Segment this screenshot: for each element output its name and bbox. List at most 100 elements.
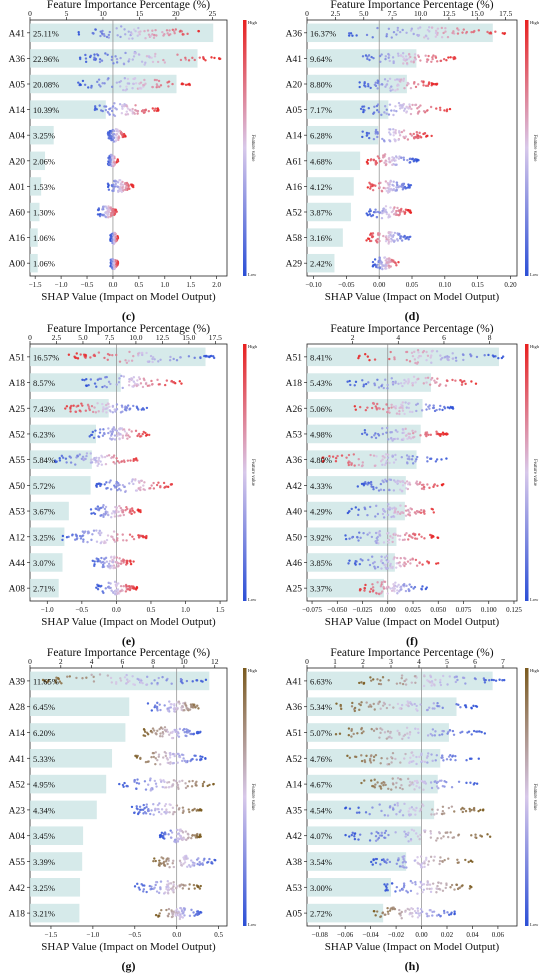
colorbar-low-label: Low xyxy=(248,922,257,927)
shap-dot xyxy=(366,406,369,409)
shap-dot xyxy=(385,737,389,740)
shap-dot xyxy=(182,884,186,887)
shap-dot xyxy=(104,205,107,208)
shap-dot xyxy=(173,710,176,713)
shap-dot xyxy=(124,434,128,437)
shap-dot xyxy=(375,407,378,410)
shap-dot xyxy=(426,880,429,883)
shap-dot xyxy=(426,679,429,682)
shap-dot xyxy=(168,803,171,806)
shap-dot xyxy=(418,837,421,841)
shap-dot xyxy=(102,512,106,516)
shap-dot xyxy=(108,405,111,408)
shap-dot xyxy=(142,812,145,815)
shap-dot xyxy=(142,488,145,491)
shap-dot xyxy=(412,32,415,36)
shap-dot xyxy=(393,511,397,514)
shap-dot xyxy=(344,833,347,837)
shap-dot xyxy=(118,360,122,363)
shap-dot xyxy=(417,533,421,536)
shap-dot xyxy=(403,533,407,537)
shap-dot xyxy=(398,733,401,736)
x-axis-label: SHAP Value (Impact on Model Output) xyxy=(325,291,500,303)
shap-dot xyxy=(401,409,405,412)
shap-tick-label: −0.04 xyxy=(363,931,380,939)
shap-dot xyxy=(92,529,96,532)
shap-dot xyxy=(100,463,104,466)
shap-dot xyxy=(390,882,394,885)
shap-dot xyxy=(195,784,198,787)
shap-dot xyxy=(441,756,444,759)
shap-dot xyxy=(348,559,351,562)
shap-dot xyxy=(116,488,119,492)
shap-dot xyxy=(61,456,65,459)
shap-dot xyxy=(381,137,384,141)
shap-dot xyxy=(389,128,392,131)
shap-dot xyxy=(434,759,437,762)
importance-value-label: 6.63% xyxy=(310,676,332,686)
shap-dot xyxy=(172,910,175,913)
shap-dot xyxy=(213,56,216,60)
shap-dot xyxy=(130,378,134,381)
importance-bar xyxy=(30,749,113,768)
chart-title: Feature Importance Percentage (%) xyxy=(47,323,210,335)
shap-dot xyxy=(157,360,160,363)
shap-dot xyxy=(386,453,390,456)
shap-dot xyxy=(183,861,187,864)
shap-dot xyxy=(133,112,137,115)
shap-dot xyxy=(370,55,373,59)
shap-dot xyxy=(422,888,425,892)
shap-dot xyxy=(415,480,419,483)
shap-dot xyxy=(436,432,440,435)
shap-dot xyxy=(414,460,417,463)
shap-dot xyxy=(97,558,100,561)
shap-dot xyxy=(344,537,348,541)
shap-dot xyxy=(175,908,179,911)
shap-dot xyxy=(395,209,398,213)
x-axis-label: SHAP Value (Impact on Model Output) xyxy=(41,616,216,628)
shap-dot xyxy=(351,831,354,835)
shap-dot xyxy=(434,730,437,733)
shap-dot xyxy=(157,383,160,386)
shap-dot xyxy=(390,109,393,112)
shap-dot xyxy=(145,890,148,894)
shap-dot xyxy=(119,189,122,192)
importance-value-label: 3.45% xyxy=(33,831,55,841)
shap-dot xyxy=(404,557,407,560)
shap-dot xyxy=(390,187,393,191)
shap-dot xyxy=(119,25,123,28)
shap-dot xyxy=(423,781,426,785)
shap-dot xyxy=(166,730,170,734)
shap-tick-label: 0.125 xyxy=(506,606,522,614)
shap-dot xyxy=(374,753,378,757)
shap-dot xyxy=(350,735,353,738)
shap-dot xyxy=(388,181,392,184)
shap-dot xyxy=(350,705,354,708)
shap-dot xyxy=(406,833,409,837)
shap-dot xyxy=(436,536,439,539)
shap-dot xyxy=(163,704,166,707)
shap-dot xyxy=(183,731,186,734)
shap-dot xyxy=(449,758,452,761)
shap-dot xyxy=(114,682,118,685)
shap-dot xyxy=(112,262,116,265)
shap-dot xyxy=(201,782,205,786)
shap-dot xyxy=(143,535,146,539)
shap-dot xyxy=(389,907,393,910)
shap-dot xyxy=(433,734,437,737)
shap-dot xyxy=(185,679,189,683)
shap-dot xyxy=(129,562,133,566)
shap-dot xyxy=(373,567,377,570)
shap-dot xyxy=(146,760,149,763)
shap-dot xyxy=(128,58,131,61)
shap-dot xyxy=(204,355,208,358)
shap-dot xyxy=(397,84,400,87)
importance-value-label: 3.07% xyxy=(33,558,55,568)
shap-dot xyxy=(401,814,405,817)
shap-dot xyxy=(123,676,127,679)
shap-dot xyxy=(388,357,391,361)
shap-dot xyxy=(361,559,364,562)
shap-dot xyxy=(346,380,349,383)
shap-dot xyxy=(125,361,129,364)
shap-dot xyxy=(425,358,428,362)
